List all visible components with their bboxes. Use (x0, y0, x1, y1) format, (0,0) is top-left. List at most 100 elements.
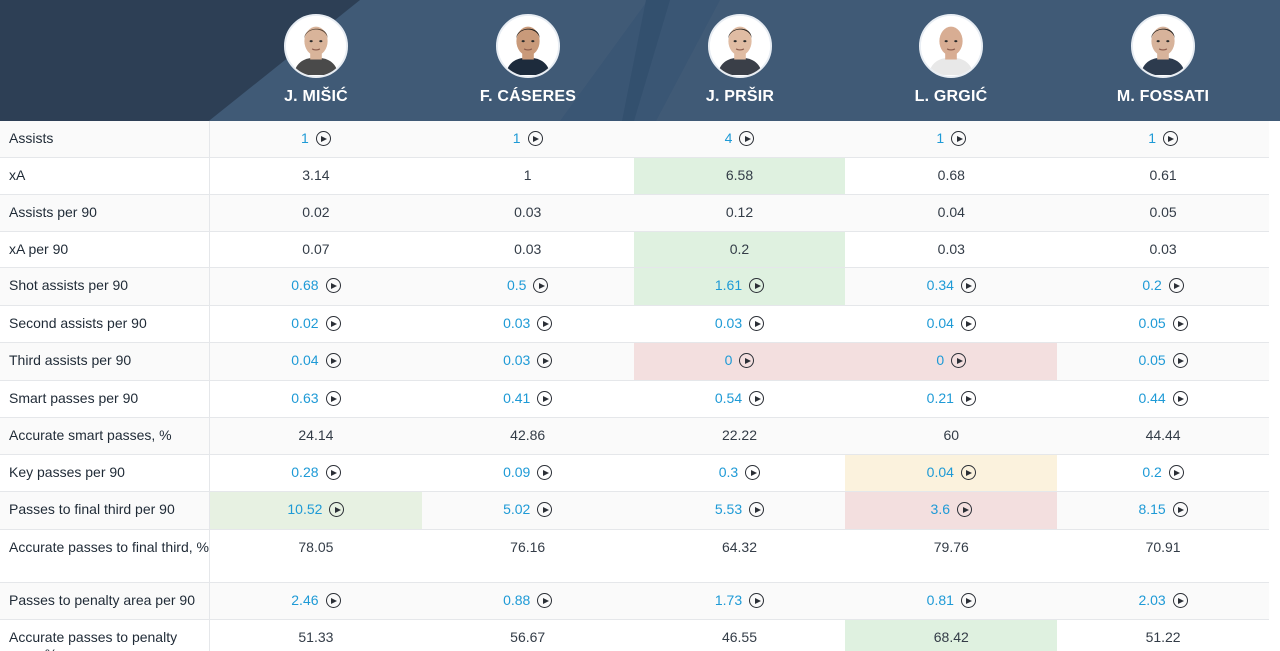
play-video-icon[interactable] (1172, 353, 1188, 368)
play-video-icon[interactable] (537, 391, 553, 406)
stat-cell[interactable]: 0.54 (634, 381, 846, 417)
stat-link[interactable]: 0 (724, 352, 733, 368)
play-video-icon[interactable] (1172, 316, 1188, 331)
stat-cell[interactable]: 0.81 (845, 583, 1057, 619)
play-video-icon[interactable] (749, 391, 765, 406)
stat-link[interactable]: 0.81 (926, 592, 954, 608)
stat-cell[interactable]: 0.68 (210, 268, 422, 305)
stat-cell[interactable]: 0.21 (845, 381, 1057, 417)
stat-cell[interactable]: 1 (210, 121, 422, 157)
play-video-icon[interactable] (960, 316, 976, 331)
stat-link[interactable]: 2.46 (291, 592, 319, 608)
play-video-icon[interactable] (951, 353, 967, 368)
stat-link[interactable]: 0.09 (503, 464, 531, 480)
stat-link[interactable]: 0.04 (926, 464, 954, 480)
stat-link[interactable]: 0.54 (714, 390, 743, 406)
stat-link[interactable]: 0.02 (291, 315, 319, 331)
play-video-icon[interactable] (951, 131, 967, 146)
stat-cell[interactable]: 0.44 (1057, 381, 1269, 417)
stat-link[interactable]: 0.63 (291, 390, 319, 406)
stat-cell[interactable]: 1 (1057, 121, 1269, 157)
stat-link[interactable]: 0.68 (291, 277, 319, 293)
stat-cell[interactable]: 1 (845, 121, 1057, 157)
player-column[interactable]: J. MIŠIĆ (210, 0, 422, 121)
stat-cell[interactable]: 5.02 (422, 492, 634, 529)
stat-link[interactable]: 0.41 (503, 390, 531, 406)
stat-cell[interactable]: 0.04 (845, 306, 1057, 342)
stat-link[interactable]: 0.04 (926, 315, 954, 331)
stat-link[interactable]: 0.28 (291, 464, 319, 480)
stat-cell[interactable]: 10.52 (210, 492, 422, 529)
stat-cell[interactable]: 2.03 (1057, 583, 1269, 619)
stat-cell[interactable]: 0 (633, 343, 846, 380)
play-video-icon[interactable] (537, 593, 553, 608)
play-video-icon[interactable] (537, 316, 553, 331)
stat-link[interactable]: 0.5 (506, 277, 527, 293)
stat-cell[interactable]: 0.28 (210, 455, 422, 491)
player-name[interactable]: M. FOSSATI (1116, 88, 1210, 105)
stat-cell[interactable]: 0 (845, 343, 1058, 380)
stat-cell[interactable]: 0.2 (1057, 455, 1269, 491)
stat-link[interactable]: 10.52 (287, 501, 323, 517)
stat-link[interactable]: 0.03 (714, 315, 743, 331)
player-column[interactable]: L. GRGIĆ (845, 0, 1057, 121)
stat-link[interactable]: 0.03 (503, 315, 531, 331)
play-video-icon[interactable] (325, 353, 341, 368)
stat-link[interactable]: 5.02 (503, 501, 531, 517)
play-video-icon[interactable] (960, 278, 976, 293)
player-avatar[interactable] (919, 14, 983, 78)
stat-cell[interactable]: 0.03 (422, 343, 634, 380)
stat-cell[interactable]: 1.61 (633, 268, 846, 305)
play-video-icon[interactable] (325, 593, 341, 608)
stat-link[interactable]: 1 (301, 130, 309, 146)
play-video-icon[interactable] (537, 465, 553, 480)
stat-cell[interactable]: 2.46 (210, 583, 422, 619)
stat-cell[interactable]: 0.04 (210, 343, 422, 380)
player-name[interactable]: J. MIŠIĆ (284, 88, 348, 105)
stat-link[interactable]: 1 (1148, 130, 1156, 146)
play-video-icon[interactable] (745, 465, 761, 480)
play-video-icon[interactable] (315, 131, 331, 146)
player-avatar[interactable] (496, 14, 560, 78)
stat-link[interactable]: 1 (936, 130, 945, 146)
play-video-icon[interactable] (1172, 391, 1188, 406)
stat-link[interactable]: 0.04 (291, 352, 319, 368)
play-video-icon[interactable] (329, 502, 345, 517)
play-video-icon[interactable] (739, 353, 755, 368)
stat-cell[interactable]: 0.88 (422, 583, 634, 619)
stat-cell[interactable]: 5.53 (634, 492, 846, 529)
stat-cell[interactable]: 0.5 (422, 268, 634, 305)
player-column[interactable]: J. PRŠIR (634, 0, 846, 121)
play-video-icon[interactable] (749, 593, 765, 608)
stat-link[interactable]: 3.6 (930, 501, 951, 517)
stat-link[interactable]: 4 (724, 130, 733, 146)
stat-link[interactable]: 0.2 (1142, 464, 1162, 480)
stat-cell[interactable]: 0.05 (1057, 343, 1269, 380)
play-video-icon[interactable] (1172, 502, 1188, 517)
stat-cell[interactable]: 0.2 (1057, 268, 1269, 305)
play-video-icon[interactable] (537, 353, 553, 368)
play-video-icon[interactable] (325, 278, 341, 293)
play-video-icon[interactable] (325, 465, 341, 480)
stat-cell[interactable]: 0.05 (1057, 306, 1269, 342)
play-video-icon[interactable] (749, 278, 765, 293)
play-video-icon[interactable] (533, 278, 549, 293)
player-column[interactable]: F. CÁSERES (422, 0, 634, 121)
player-name[interactable]: L. GRGIĆ (914, 88, 988, 105)
play-video-icon[interactable] (960, 465, 976, 480)
play-video-icon[interactable] (957, 502, 973, 517)
stat-cell[interactable]: 0.03 (422, 306, 634, 342)
stat-link[interactable]: 0.2 (1142, 277, 1162, 293)
play-video-icon[interactable] (1172, 593, 1188, 608)
stat-cell[interactable]: 0.41 (422, 381, 634, 417)
play-video-icon[interactable] (960, 593, 976, 608)
play-video-icon[interactable] (1168, 465, 1184, 480)
play-video-icon[interactable] (325, 391, 341, 406)
stat-cell[interactable]: 1.73 (634, 583, 846, 619)
stat-cell[interactable]: 4 (634, 121, 846, 157)
stat-cell[interactable]: 0.03 (634, 306, 846, 342)
player-name[interactable]: J. PRŠIR (705, 88, 775, 105)
stat-cell[interactable]: 0.63 (210, 381, 422, 417)
player-avatar[interactable] (284, 14, 348, 78)
stat-link[interactable]: 0.03 (503, 352, 531, 368)
